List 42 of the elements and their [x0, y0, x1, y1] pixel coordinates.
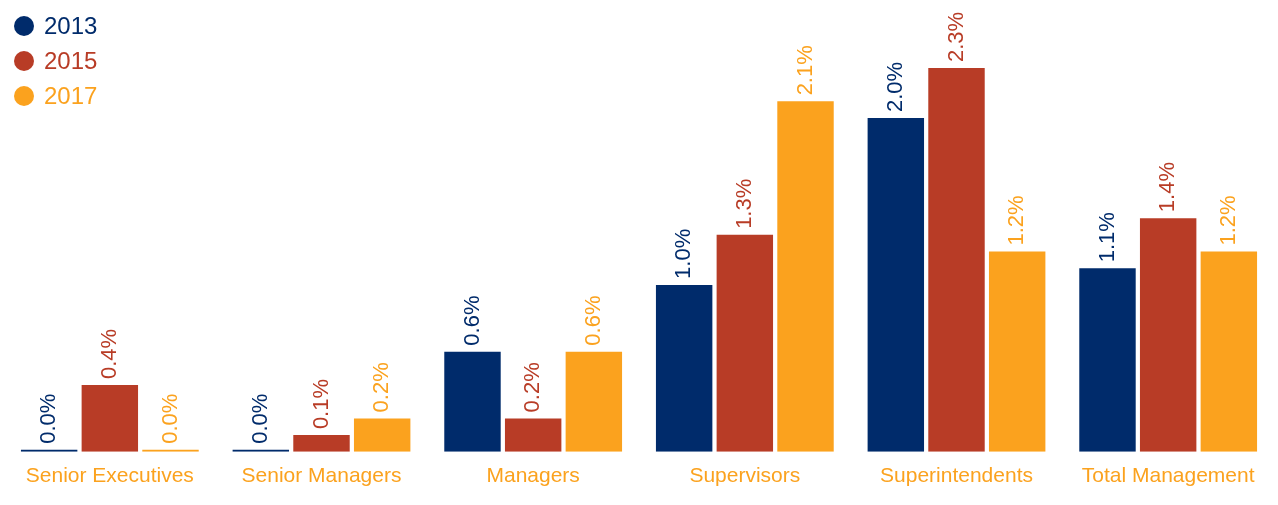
bar [504, 418, 562, 452]
bar [928, 68, 985, 452]
data-label: 0.4% [95, 328, 121, 380]
bar [655, 284, 713, 452]
bar [988, 251, 1046, 452]
data-label: 0.0% [156, 393, 182, 444]
data-label: 0.2% [368, 362, 394, 413]
data-label: 0.0% [35, 393, 61, 444]
x-tick-label: Supervisors [689, 463, 801, 487]
data-label: 1.2% [1214, 195, 1240, 246]
data-label: 1.4% [1154, 162, 1180, 213]
data-label: 1.3% [730, 178, 756, 229]
data-label: 0.6% [458, 295, 484, 346]
bar [777, 101, 834, 452]
data-label: 0.2% [519, 362, 545, 413]
x-tick-label: Superintendents [880, 463, 1033, 487]
data-label: 1.0% [670, 228, 696, 279]
bar [565, 351, 623, 452]
legend-label: 2017 [44, 81, 98, 110]
x-tick-label: Total Management [1081, 463, 1255, 487]
bar [293, 435, 350, 452]
data-label: 2.3% [942, 11, 968, 62]
data-label: 0.0% [246, 393, 272, 444]
bar [1079, 268, 1136, 452]
bar [444, 351, 501, 452]
bar [716, 234, 774, 452]
data-label: 0.6% [579, 295, 605, 346]
legend-label: 2015 [44, 46, 98, 75]
x-tick-label: Managers [486, 463, 580, 487]
bar [353, 418, 411, 452]
data-label: 1.2% [1003, 195, 1029, 246]
x-tick-label: Senior Managers [241, 463, 402, 487]
data-label: 1.1% [1093, 212, 1119, 263]
data-label: 2.0% [881, 61, 907, 113]
bar [867, 118, 925, 452]
x-tick-label: Senior Executives [25, 463, 194, 487]
bar [1200, 251, 1258, 452]
legend-label: 2013 [44, 11, 98, 40]
bar [81, 385, 139, 452]
data-label: 2.1% [791, 45, 817, 96]
data-label: 0.1% [307, 378, 333, 430]
bar [1139, 218, 1197, 452]
